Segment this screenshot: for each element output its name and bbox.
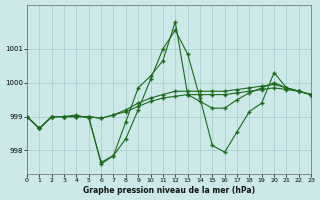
X-axis label: Graphe pression niveau de la mer (hPa): Graphe pression niveau de la mer (hPa): [83, 186, 255, 195]
